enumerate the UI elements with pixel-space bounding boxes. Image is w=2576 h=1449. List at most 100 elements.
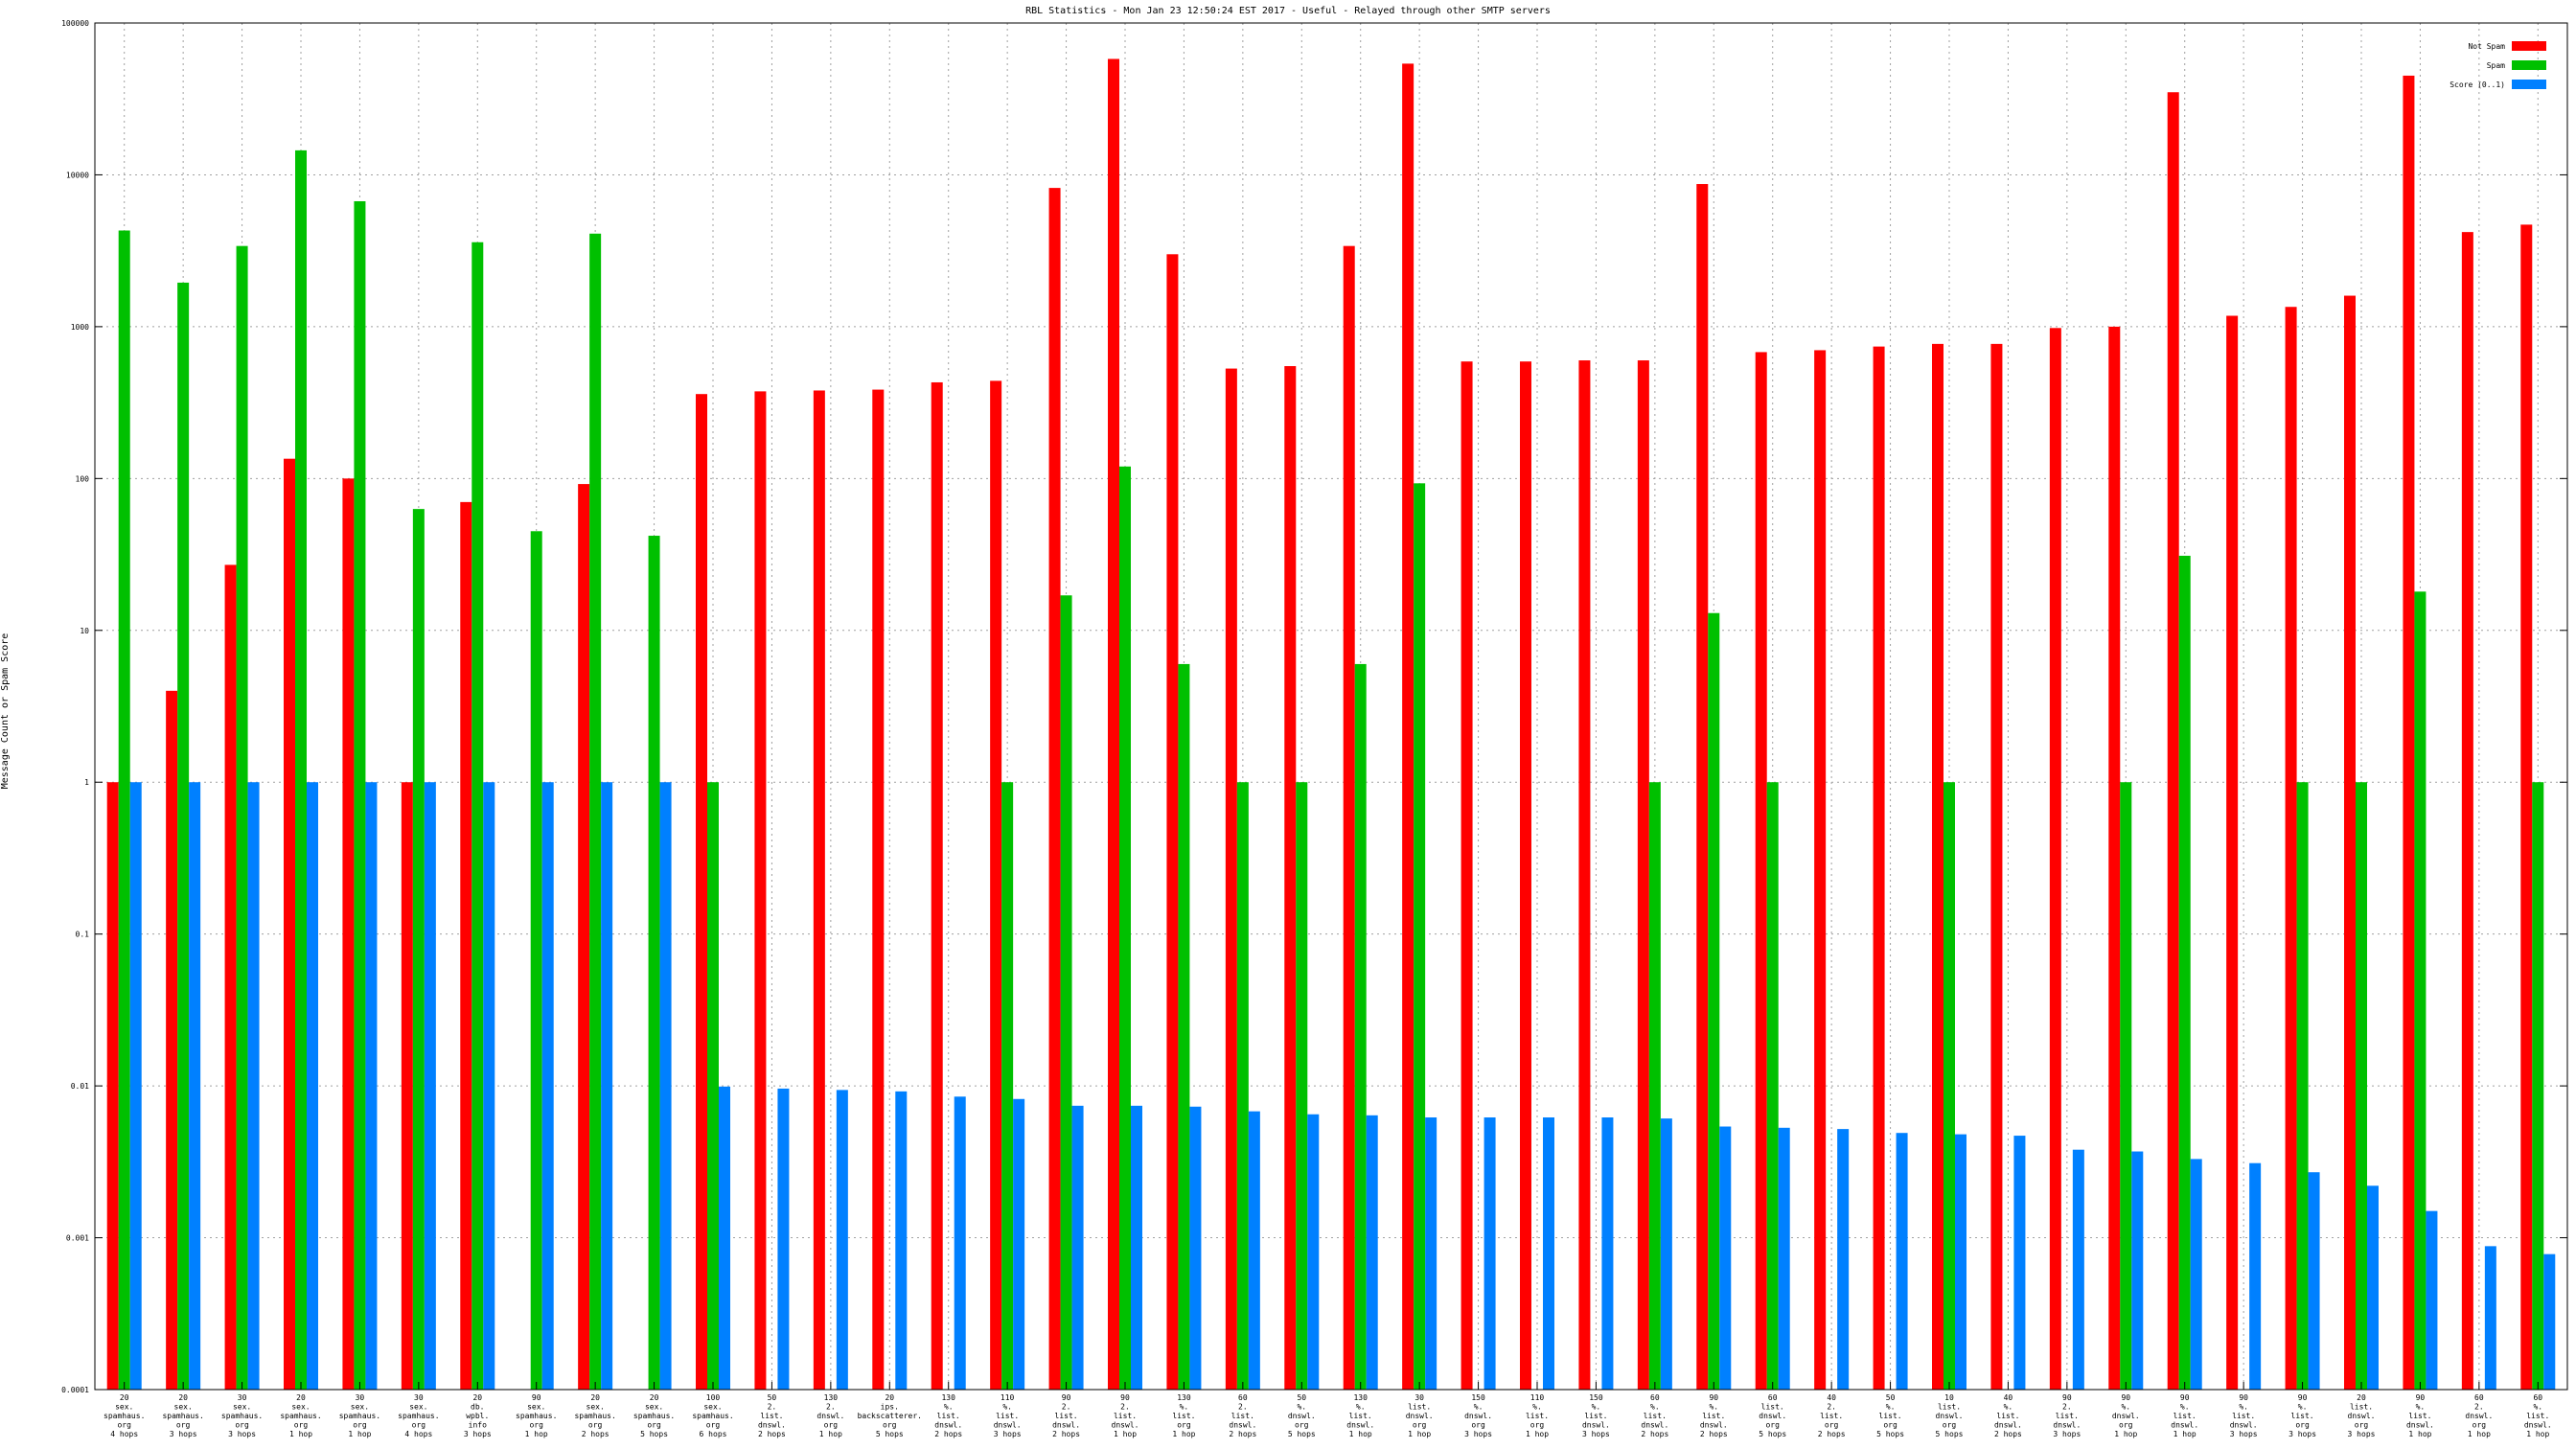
x-tick-label: 20 list. dnswl. org 3 hops [2348, 1393, 2376, 1438]
bar-spam [1944, 782, 1955, 1390]
x-tick-label: 110%. list. org 1 hop [1526, 1393, 1549, 1438]
bar-spam [1708, 612, 1720, 1390]
x-tick-label: 90 2. list. dnswl. 2 hops [1052, 1393, 1080, 1438]
x-tick-label: 150%. list. dnswl. 3 hops [1582, 1393, 1610, 1438]
bar-not-spam [1108, 58, 1119, 1390]
bar-spam [1236, 782, 1249, 1390]
x-tick-label: 130 2. dnswl. org 1 hop [816, 1393, 844, 1438]
y-tick-label: 0.0001 [61, 1386, 89, 1394]
bar-not-spam [2049, 328, 2061, 1391]
x-tick-label: 130%. list. dnswl. 2 hops [934, 1393, 962, 1438]
bar-score-0-1 [483, 782, 495, 1390]
bar-spam [1354, 663, 1367, 1390]
bar-not-spam [813, 390, 825, 1390]
bar-not-spam [1402, 63, 1414, 1390]
bar-not-spam [696, 394, 707, 1390]
bar-score-0-1 [895, 1091, 908, 1390]
bar-score-0-1 [1071, 1105, 1084, 1390]
x-tick-label: 90%. list. dnswl. 1 hop [2171, 1393, 2198, 1438]
bar-not-spam [1048, 188, 1061, 1391]
bar-spam [1766, 782, 1779, 1390]
bar-not-spam [1696, 184, 1709, 1390]
y-tick-label: 1000 [71, 323, 89, 332]
bar-not-spam [106, 782, 119, 1390]
y-tick-label: 1 [84, 778, 89, 787]
bar-not-spam [2167, 92, 2179, 1391]
bar-not-spam [401, 782, 413, 1390]
bar-score-0-1 [1366, 1115, 1378, 1390]
bar-not-spam [1520, 361, 1531, 1391]
bar-score-0-1 [2131, 1151, 2144, 1390]
plot-frame [94, 22, 2568, 1391]
legend-swatch [2512, 60, 2546, 70]
bar-not-spam [224, 564, 237, 1390]
bar-spam [1119, 466, 1131, 1391]
x-tick-label: 40%. list. dnswl. 2 hops [1994, 1393, 2022, 1438]
bar-not-spam [1225, 368, 1237, 1391]
bar-not-spam [1460, 361, 1473, 1391]
bar-spam [2178, 555, 2191, 1390]
x-tick-label: 90%. list. dnswl. 2 hops [1700, 1393, 1728, 1438]
bar-score-0-1 [424, 782, 436, 1390]
bar-score-0-1 [777, 1088, 790, 1390]
bar-spam [648, 536, 660, 1390]
bar-score-0-1 [1484, 1117, 1496, 1390]
legend-label: Spam [2487, 61, 2505, 70]
bar-spam [177, 282, 190, 1390]
x-axis-ticks: 20 sex. spamhaus. org 4 hops 20 sex. spamhaus. o… [104, 1382, 2552, 1438]
x-tick-label: 20 sex. spamhaus. org 2 hops [574, 1393, 615, 1438]
bar-not-spam [2226, 315, 2239, 1391]
y-tick-label: 10000 [66, 171, 89, 179]
bar-not-spam [578, 484, 590, 1391]
x-tick-label: 50 2. list. dnswl. 2 hops [758, 1393, 786, 1438]
x-tick-label: 30 list. dnswl. org 1 hop [1406, 1393, 1434, 1438]
bar-not-spam [872, 389, 885, 1391]
y-tick-label: 0.01 [71, 1082, 89, 1091]
bar-not-spam [1637, 360, 1649, 1391]
bar-score-0-1 [541, 782, 554, 1390]
x-tick-label: 100 sex. spamhaus. org 6 hops [692, 1393, 733, 1438]
x-tick-label: 10 list. dnswl. org 5 hops [1936, 1393, 1964, 1438]
bar-spam [589, 233, 602, 1391]
legend: Not Spam Spam Score (0..1) [2450, 41, 2546, 89]
bar-spam [354, 201, 366, 1390]
bar-score-0-1 [719, 1086, 730, 1390]
bar-not-spam [1990, 343, 2003, 1391]
bar-spam [1001, 782, 1014, 1390]
legend-label: Not Spam [2468, 42, 2505, 51]
bar-not-spam [342, 478, 355, 1390]
bar-not-spam [1578, 360, 1591, 1391]
legend-swatch [2512, 41, 2546, 51]
bar-score-0-1 [1013, 1098, 1025, 1390]
x-tick-label: 50%. dnswl. org 5 hops [1288, 1393, 1316, 1438]
bar-spam [1414, 483, 1426, 1390]
bar-spam [2532, 782, 2544, 1390]
bar-score-0-1 [836, 1090, 848, 1390]
legend-swatch [2512, 80, 2546, 89]
bar-not-spam [1166, 254, 1179, 1390]
x-tick-label: 20 ips. backscatterer. org 5 hops [858, 1393, 922, 1438]
bar-score-0-1 [129, 782, 142, 1390]
bar-spam [118, 230, 130, 1391]
bar-spam [236, 245, 248, 1391]
bar-score-0-1 [1837, 1129, 1850, 1390]
x-tick-label: 50%. list. org 5 hops [1876, 1393, 1904, 1438]
bar-score-0-1 [1778, 1127, 1790, 1390]
bar-not-spam [1932, 343, 1944, 1391]
bar-spam [2414, 591, 2426, 1390]
x-tick-label: 90 sex. spamhaus. org 1 hop [516, 1393, 557, 1438]
x-tick-label: 150%. dnswl. org 3 hops [1464, 1393, 1492, 1438]
bar-score-0-1 [1601, 1117, 1614, 1390]
bar-score-0-1 [1131, 1105, 1142, 1390]
x-tick-label: 90 2. list. dnswl. 1 hop [1112, 1393, 1139, 1438]
bar-score-0-1 [1189, 1106, 1202, 1390]
bar-score-0-1 [1660, 1118, 1672, 1390]
bar-not-spam [2461, 232, 2473, 1390]
bar-score-0-1 [2426, 1210, 2438, 1390]
x-tick-label: 60%. list. dnswl. 2 hops [1641, 1393, 1668, 1438]
x-tick-label: 20 sex. spamhaus. org 3 hops [162, 1393, 203, 1438]
y-tick-label: 0.001 [66, 1234, 89, 1243]
x-tick-label: 20 db. wpbl. info 3 hops [464, 1393, 492, 1438]
bar-score-0-1 [2367, 1185, 2379, 1390]
plot-border [94, 22, 2568, 1391]
